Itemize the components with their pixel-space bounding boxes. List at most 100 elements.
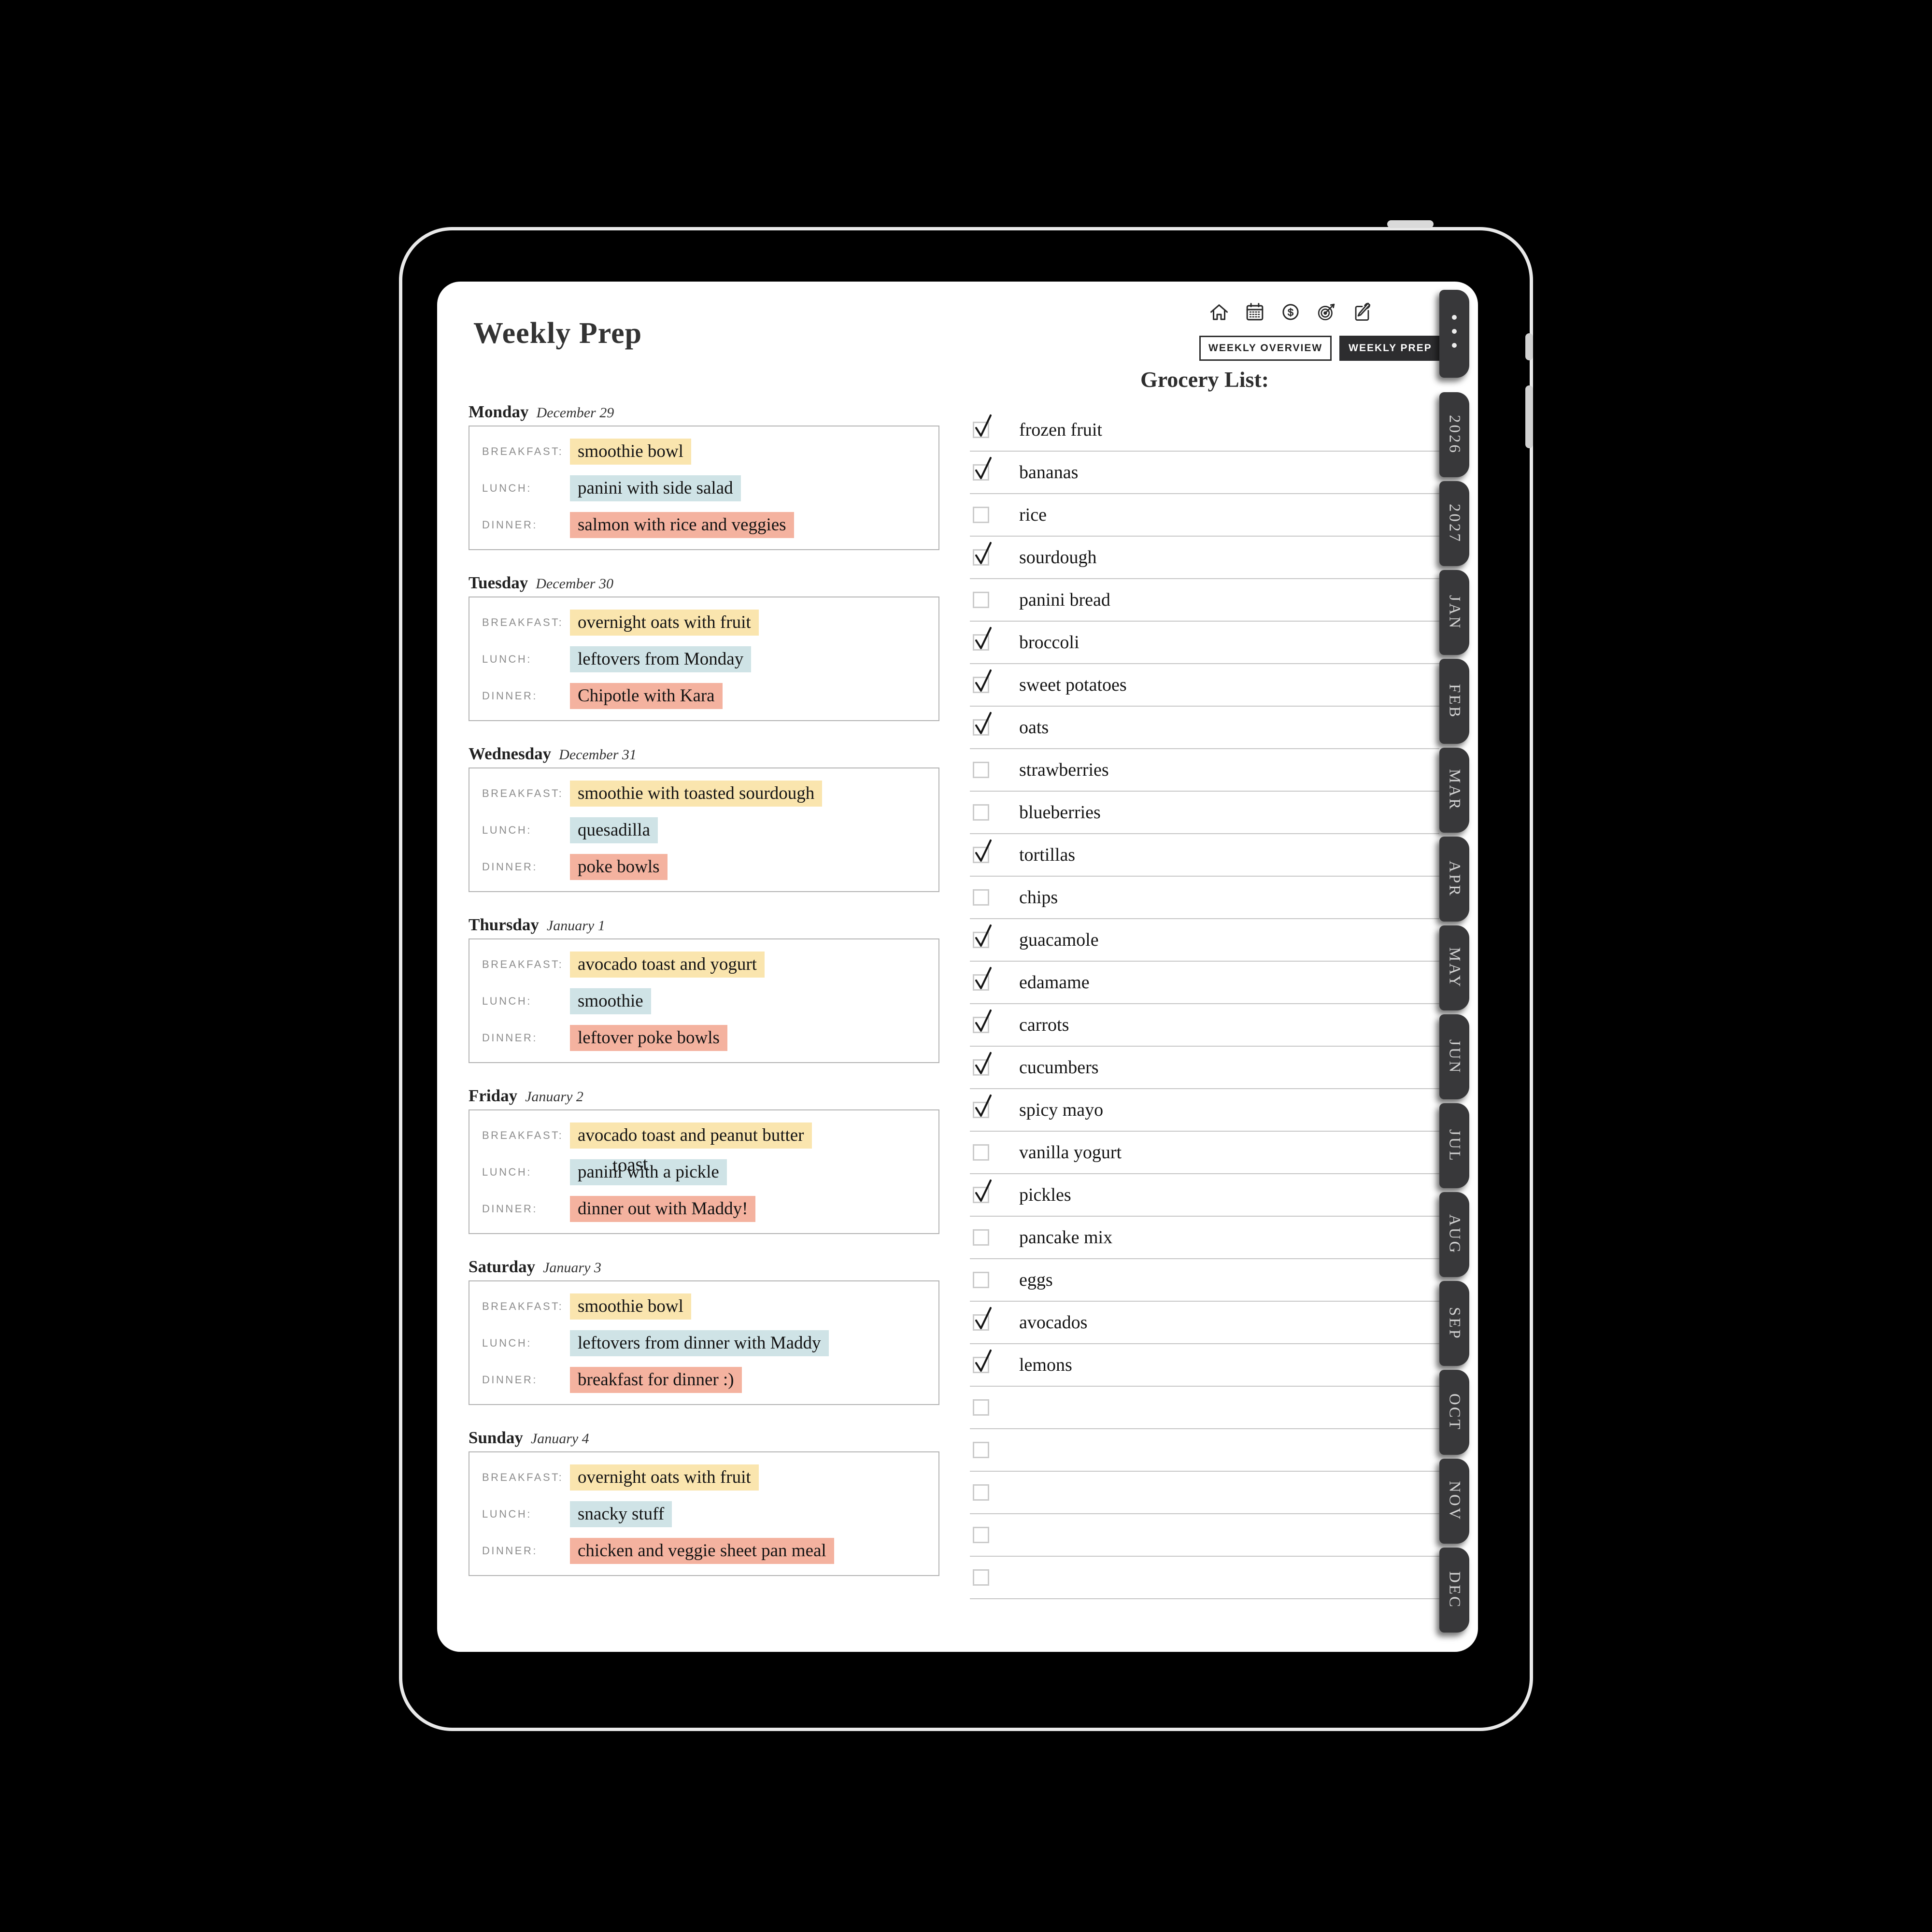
grocery-checkbox[interactable]	[973, 1144, 989, 1161]
grocery-checkbox[interactable]	[973, 889, 989, 906]
grocery-row: spicy mayo	[970, 1089, 1439, 1132]
grocery-checkbox[interactable]	[973, 924, 992, 948]
checkmark-icon	[975, 542, 992, 564]
day-block: Wednesday December 31 BREAKFAST: smoothie…	[469, 744, 939, 892]
dollar-icon[interactable]: $	[1279, 301, 1302, 323]
dinner-row: DINNER: dinner out with Maddy!	[469, 1191, 938, 1227]
grocery-checkbox[interactable]	[973, 839, 992, 863]
grocery-checkbox[interactable]	[973, 1484, 989, 1501]
breakfast-label: BREAKFAST:	[482, 958, 564, 970]
tab-jan[interactable]: JAN	[1439, 570, 1469, 655]
grocery-checkbox[interactable]	[973, 1272, 989, 1288]
home-icon[interactable]	[1208, 301, 1230, 323]
breakfast-row: BREAKFAST: avocado toast and peanut butt…	[469, 1117, 938, 1154]
day-date: January 4	[530, 1431, 589, 1447]
grocery-checkbox[interactable]	[973, 507, 989, 523]
grocery-checkbox[interactable]	[973, 1399, 989, 1416]
grocery-checkbox[interactable]	[973, 762, 989, 778]
grocery-item-text: tortillas	[1019, 845, 1076, 865]
month-tab-label: FEB	[1446, 683, 1463, 719]
tab-feb[interactable]: FEB	[1439, 659, 1469, 744]
grocery-row	[970, 1387, 1439, 1429]
day-date: December 31	[559, 747, 637, 763]
volume-up-button	[1525, 333, 1533, 360]
tab-2026[interactable]: 2026	[1439, 392, 1469, 477]
more-tab[interactable]	[1439, 290, 1469, 378]
month-tab-label: OCT	[1446, 1393, 1463, 1431]
grocery-checkbox[interactable]	[973, 967, 992, 991]
grocery-checkbox[interactable]	[973, 804, 989, 821]
notes-icon[interactable]	[1351, 301, 1373, 323]
tab-dec[interactable]: DEC	[1439, 1548, 1469, 1633]
weekly-overview-button[interactable]: WEEKLY OVERVIEW	[1199, 336, 1332, 361]
day-name: Thursday	[469, 915, 539, 934]
breakfast-label: BREAKFAST:	[482, 445, 564, 457]
calendar-icon[interactable]	[1244, 301, 1266, 323]
target-icon[interactable]	[1315, 301, 1337, 323]
month-tab-label: MAY	[1446, 947, 1463, 989]
dinner-label: DINNER:	[482, 690, 538, 702]
day-block: Saturday January 3 BREAKFAST: smoothie bo…	[469, 1257, 939, 1405]
grocery-checkbox[interactable]	[973, 1350, 992, 1373]
grocery-checkbox[interactable]	[973, 592, 989, 608]
lunch-entry: panini with side salad	[570, 475, 741, 502]
dinner-label: DINNER:	[482, 861, 538, 873]
month-tab-label: SEP	[1446, 1307, 1463, 1340]
day-header: Friday January 2	[469, 1086, 939, 1109]
day-date: January 2	[525, 1089, 583, 1105]
grocery-checkbox[interactable]	[973, 1442, 989, 1458]
grocery-checkbox[interactable]	[973, 1229, 989, 1246]
grocery-checkbox[interactable]	[973, 669, 992, 693]
grocery-row: cucumbers	[970, 1047, 1439, 1089]
day-date: January 1	[546, 918, 605, 934]
grocery-checkbox[interactable]	[973, 1569, 989, 1586]
dinner-entry: salmon with rice and veggies	[570, 511, 794, 539]
dinner-row: DINNER: breakfast for dinner :)	[469, 1362, 938, 1398]
weekly-prep-button[interactable]: WEEKLY PREP	[1339, 336, 1441, 361]
meal-box: BREAKFAST: overnight oats with fruit LUN…	[469, 1451, 939, 1576]
grocery-row: tortillas	[970, 834, 1439, 877]
meal-box: BREAKFAST: avocado toast and yogurt LUNC…	[469, 938, 939, 1063]
tab-oct[interactable]: OCT	[1439, 1370, 1469, 1455]
tab-may[interactable]: MAY	[1439, 925, 1469, 1010]
tab-nov[interactable]: NOV	[1439, 1459, 1469, 1544]
lunch-entry: panini with a pickle toast	[570, 1153, 727, 1186]
grocery-checkbox[interactable]	[973, 542, 992, 566]
grocery-checkbox[interactable]	[973, 1527, 989, 1543]
meal-box: BREAKFAST: smoothie bowl LUNCH: panini w…	[469, 426, 939, 550]
grocery-item-text: sourdough	[1019, 547, 1097, 568]
lunch-row: LUNCH: leftovers from Monday	[469, 641, 938, 678]
tab-apr[interactable]: APR	[1439, 837, 1469, 922]
grocery-checkbox[interactable]	[973, 1094, 992, 1118]
svg-text:$: $	[1288, 306, 1293, 318]
grocery-row: chips	[970, 877, 1439, 919]
grocery-list: frozen fruit bananas rice sourdough	[970, 409, 1439, 1599]
grocery-checkbox[interactable]	[973, 1179, 992, 1203]
lunch-overlay-scribble: toast	[611, 1153, 649, 1176]
grocery-item-text: chips	[1019, 887, 1058, 908]
grocery-row: oats	[970, 707, 1439, 749]
lunch-label: LUNCH:	[482, 1337, 532, 1349]
tab-sep[interactable]: SEP	[1439, 1281, 1469, 1366]
month-tab-label: AUG	[1446, 1214, 1463, 1255]
power-button	[1387, 220, 1434, 228]
grocery-checkbox[interactable]	[973, 1052, 992, 1076]
grocery-checkbox[interactable]	[973, 712, 992, 736]
tab-aug[interactable]: AUG	[1439, 1192, 1469, 1277]
checkmark-icon	[975, 1307, 992, 1329]
tab-jul[interactable]: JUL	[1439, 1103, 1469, 1188]
grocery-item-text: strawberries	[1019, 760, 1109, 780]
grocery-row: guacamole	[970, 919, 1439, 962]
grocery-checkbox[interactable]	[973, 1009, 992, 1033]
breakfast-entry: smoothie with toasted sourdough	[570, 780, 823, 807]
month-tab-label: DEC	[1446, 1571, 1463, 1609]
grocery-checkbox[interactable]	[973, 414, 992, 438]
grocery-row: vanilla yogurt	[970, 1132, 1439, 1174]
tab-jun[interactable]: JUN	[1439, 1014, 1469, 1099]
breakfast-label: BREAKFAST:	[482, 1300, 564, 1312]
tab-2027[interactable]: 2027	[1439, 481, 1469, 566]
grocery-checkbox[interactable]	[973, 457, 992, 481]
grocery-checkbox[interactable]	[973, 627, 992, 651]
tab-mar[interactable]: MAR	[1439, 748, 1469, 833]
grocery-checkbox[interactable]	[973, 1307, 992, 1331]
